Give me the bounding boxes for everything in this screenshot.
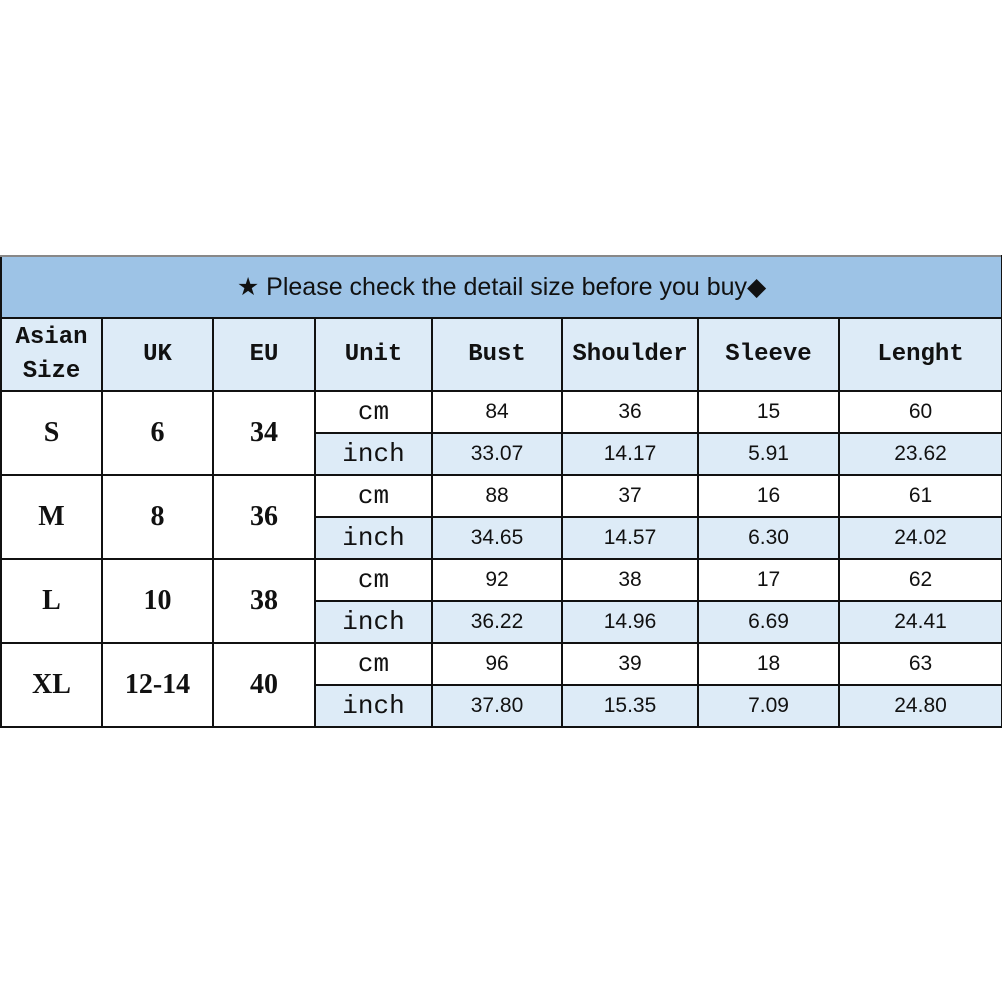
header-sleeve: Sleeve [697, 317, 840, 392]
size-uk: 6 [101, 390, 214, 476]
shoulder-value: 15.35 [561, 684, 699, 728]
bust-value: 84 [431, 390, 563, 434]
length-value: 24.41 [837, 600, 1002, 644]
shoulder-value: 14.17 [561, 432, 699, 476]
size-chart-table: ★ Please check the detail size before yo… [0, 255, 1002, 728]
table-title: ★ Please check the detail size before yo… [0, 255, 1002, 319]
size-asian: XL [0, 642, 103, 728]
shoulder-value: 39 [561, 642, 699, 686]
shoulder-value: 38 [561, 558, 699, 602]
header-asian-size: Asian Size [0, 317, 103, 392]
shoulder-value: 37 [561, 474, 699, 518]
bust-value: 34.65 [431, 516, 563, 560]
size-uk: 10 [101, 558, 214, 644]
table-row-cm: L 10 38 cm 92 38 17 62 [0, 558, 1002, 644]
sleeve-value: 6.30 [697, 516, 840, 560]
header-unit: Unit [314, 317, 433, 392]
bust-value: 33.07 [431, 432, 563, 476]
length-value: 63 [837, 642, 1002, 686]
sleeve-value: 15 [697, 390, 840, 434]
size-eu: 38 [212, 558, 316, 644]
size-asian: L [0, 558, 103, 644]
bust-value: 37.80 [431, 684, 563, 728]
sleeve-value: 6.69 [697, 600, 840, 644]
shoulder-value: 14.96 [561, 600, 699, 644]
header-uk: UK [101, 317, 214, 392]
table-row-inch: inch 36.22 14.96 6.69 24.41 [1, 600, 1002, 644]
bust-value: 96 [431, 642, 563, 686]
bust-value: 92 [431, 558, 563, 602]
table-row-inch: inch 33.07 14.17 5.91 23.62 [1, 432, 1002, 476]
header-shoulder: Shoulder [561, 317, 699, 392]
size-asian: M [0, 474, 103, 560]
shoulder-value: 36 [561, 390, 699, 434]
shoulder-value: 14.57 [561, 516, 699, 560]
unit-label: inch [314, 516, 433, 560]
length-value: 24.02 [837, 516, 1002, 560]
header-length: Lenght [837, 317, 1002, 392]
size-eu: 34 [212, 390, 316, 476]
size-uk: 12-14 [101, 642, 214, 728]
length-value: 24.80 [837, 684, 1002, 728]
table-row-cm: S 6 34 cm 84 36 15 60 [0, 390, 1002, 476]
unit-label: cm [314, 474, 433, 518]
table-row-inch: inch 34.65 14.57 6.30 24.02 [1, 516, 1002, 560]
unit-label: cm [314, 390, 433, 434]
length-value: 23.62 [837, 432, 1002, 476]
size-uk: 8 [101, 474, 214, 560]
header-bust: Bust [431, 317, 563, 392]
size-asian: S [0, 390, 103, 476]
unit-label: inch [314, 684, 433, 728]
bust-value: 36.22 [431, 600, 563, 644]
size-eu: 40 [212, 642, 316, 728]
unit-label: cm [314, 558, 433, 602]
unit-label: inch [314, 600, 433, 644]
bust-value: 88 [431, 474, 563, 518]
length-value: 60 [837, 390, 1002, 434]
sleeve-value: 17 [697, 558, 840, 602]
length-value: 62 [837, 558, 1002, 602]
header-row: Asian Size UK EU Unit Bust Shoulder Slee… [0, 317, 1002, 392]
sleeve-value: 7.09 [697, 684, 840, 728]
table-row-cm: XL 12-14 40 cm 96 39 18 63 [0, 642, 1002, 728]
sleeve-value: 5.91 [697, 432, 840, 476]
sleeve-value: 18 [697, 642, 840, 686]
sleeve-value: 16 [697, 474, 840, 518]
table-row-inch: inch 37.80 15.35 7.09 24.80 [1, 684, 1002, 728]
table-row-cm: M 8 36 cm 88 37 16 61 [0, 474, 1002, 560]
unit-label: inch [314, 432, 433, 476]
header-eu: EU [212, 317, 316, 392]
size-eu: 36 [212, 474, 316, 560]
length-value: 61 [837, 474, 1002, 518]
unit-label: cm [314, 642, 433, 686]
